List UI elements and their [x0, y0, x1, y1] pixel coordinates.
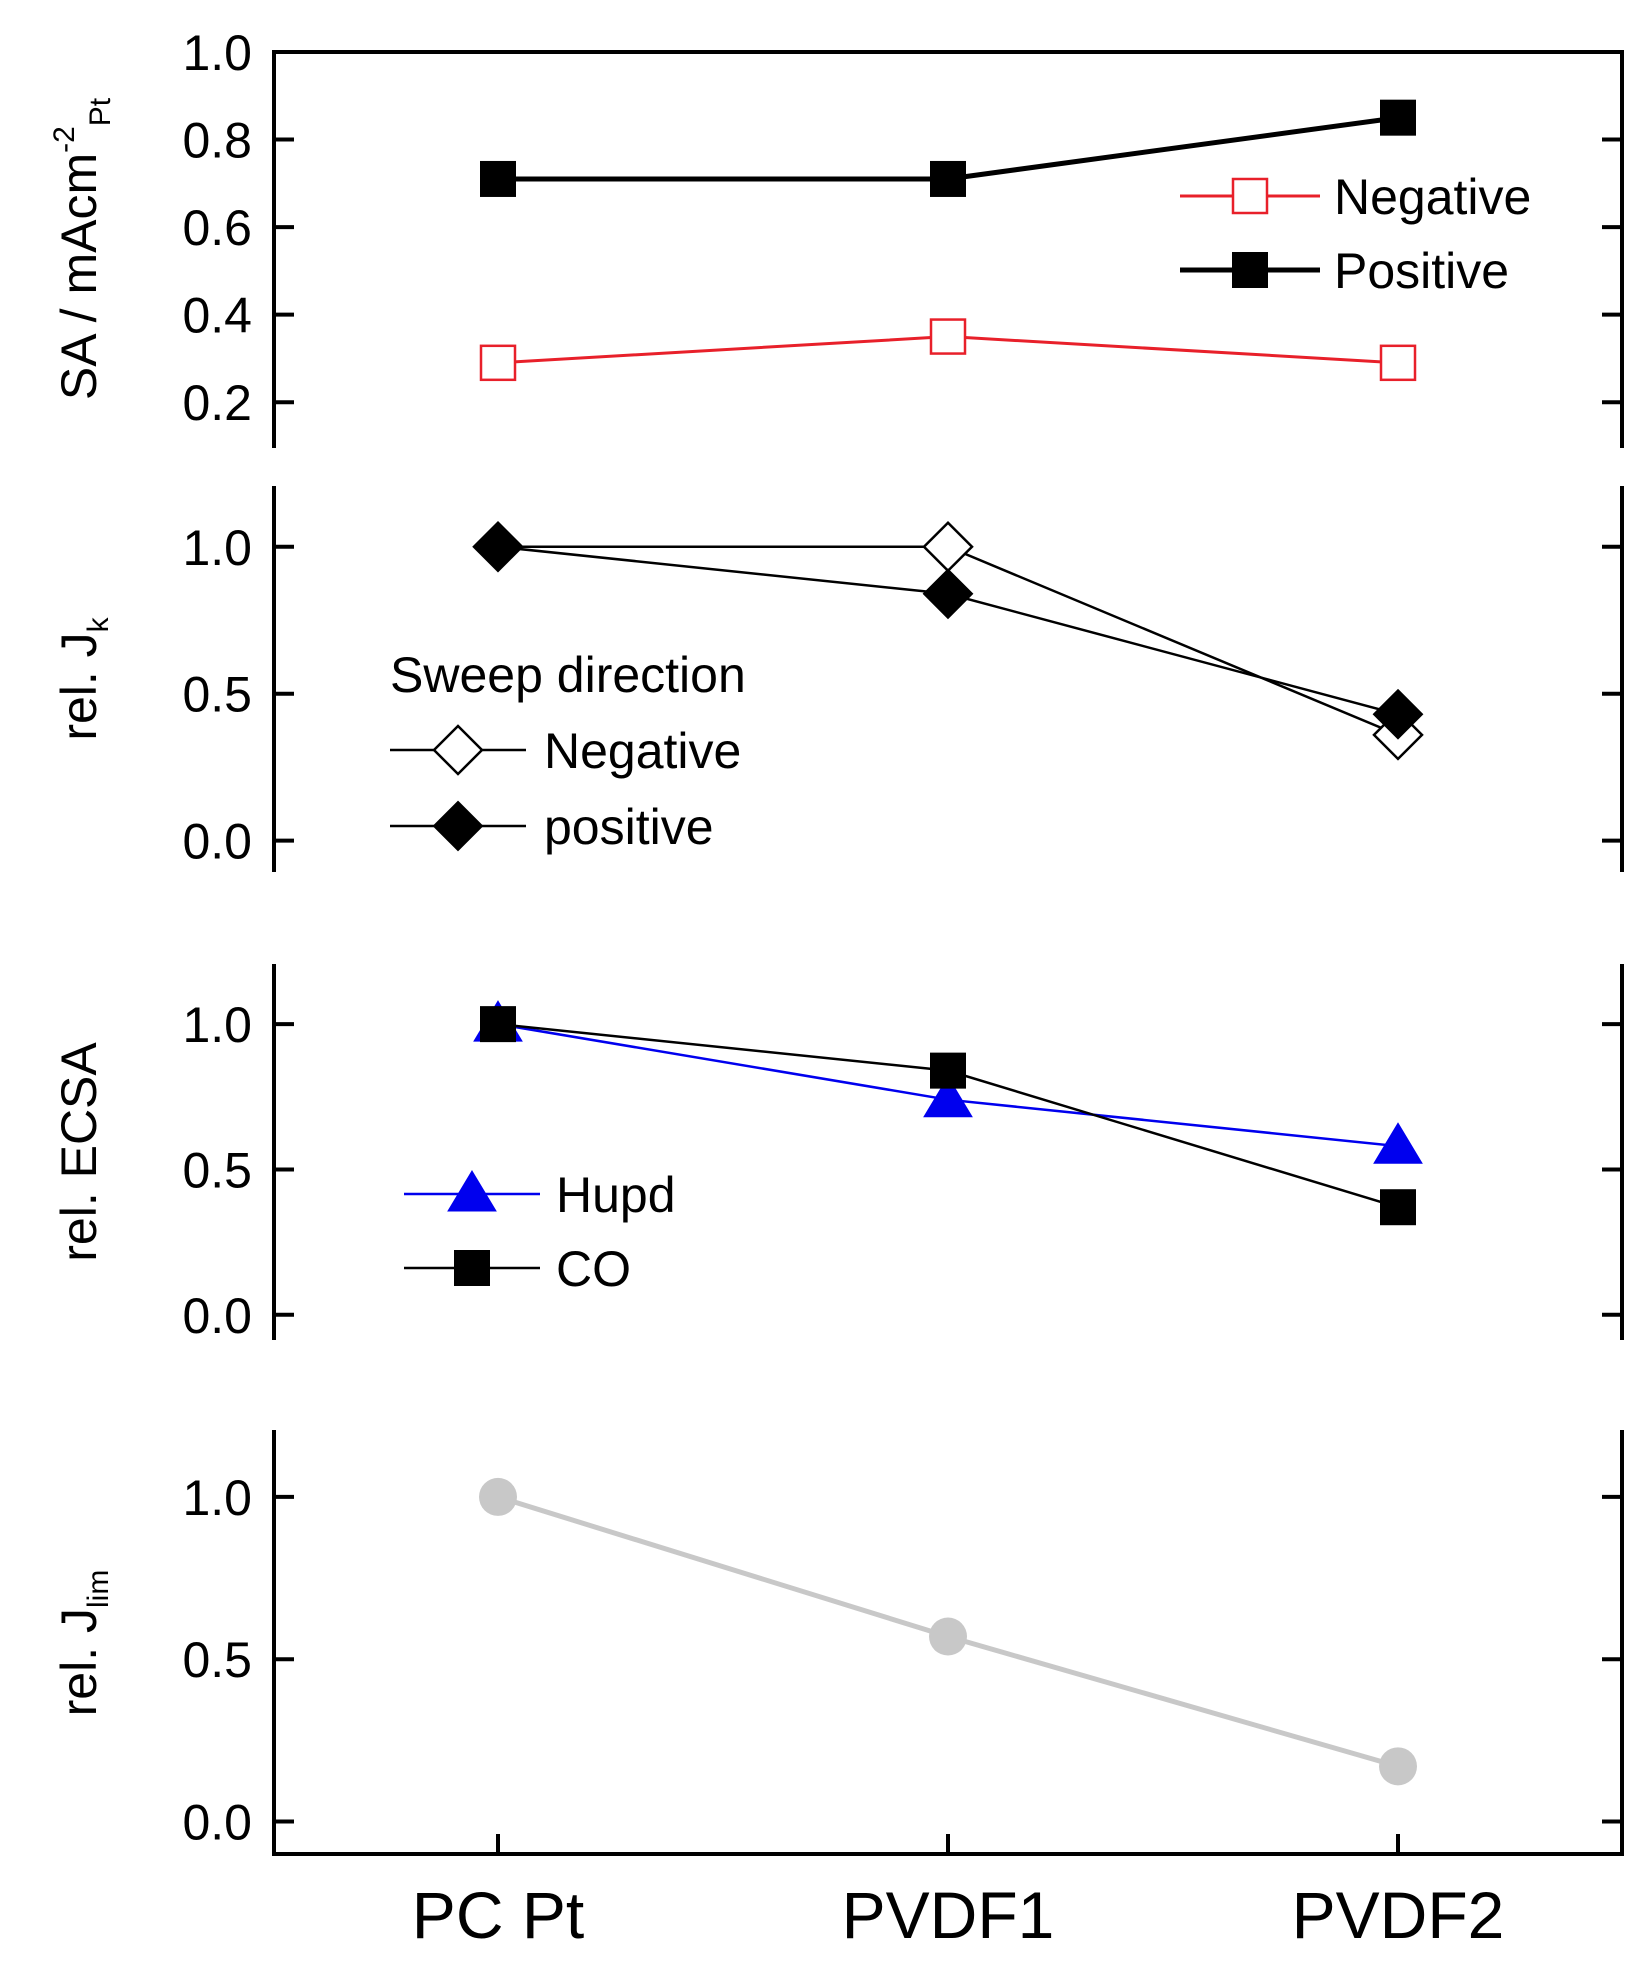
y-tick-label: 1.0 — [182, 25, 252, 81]
data-point-co — [930, 1052, 966, 1089]
legend-jk: Sweep direction Negative positive — [390, 647, 746, 855]
data-point-negative — [1379, 344, 1417, 382]
data-point-hupd — [923, 1075, 973, 1118]
y-tick-label: 0.5 — [182, 1632, 252, 1688]
y-tick-label: 1.0 — [182, 1470, 252, 1526]
y-tick-label: 0.0 — [182, 1288, 252, 1344]
data-point-positive — [930, 160, 966, 197]
data-point-hupd — [1373, 1122, 1423, 1164]
legend-label: Negative — [1334, 169, 1531, 225]
legend-title: Sweep direction — [390, 647, 746, 703]
data-point-co — [480, 1006, 516, 1043]
data-point-positive — [472, 521, 524, 573]
y-tick-label: 0.0 — [182, 1795, 252, 1851]
y-axis-label: rel. Jlim — [51, 1570, 115, 1717]
y-axis-label: rel. Jk — [51, 616, 115, 740]
y-tick-label: 0.4 — [182, 288, 252, 344]
panel-jk: 0.0 0.5 1.0 rel. Jk Sweep direction Negative p… — [51, 486, 1624, 872]
legend-marker — [432, 724, 484, 776]
y-axis-label: SA / mAcm-2Pt — [48, 97, 117, 400]
data-point-jlim — [479, 1477, 517, 1516]
panel-ecsa: 0.0 0.5 1.0 rel. ECSA Hupd CO — [51, 964, 1624, 1344]
data-point-positive — [922, 568, 974, 620]
panel-jlim: 0.0 0.5 1.0 rel. Jlim — [51, 1430, 1624, 1856]
legend-label: CO — [556, 1241, 631, 1297]
data-point-negative — [479, 344, 517, 382]
data-point-negative — [922, 521, 974, 573]
data-point-positive — [480, 160, 516, 197]
legend-label: Hupd — [556, 1167, 676, 1223]
panel-sa: 0.2 0.4 0.6 0.8 1.0 SA / mAcm-2Pt Negative Posi… — [48, 25, 1624, 448]
data-point-jlim — [929, 1617, 967, 1656]
y-tick-label: 0.5 — [182, 667, 252, 723]
y-tick-label: 0.8 — [182, 113, 252, 169]
data-point-positive — [1380, 99, 1416, 136]
legend-marker — [1231, 177, 1269, 215]
legend-marker — [447, 1170, 497, 1212]
legend-ecsa: Hupd CO — [404, 1167, 676, 1297]
data-point-co — [1380, 1189, 1416, 1226]
y-tick-label: 0.6 — [182, 200, 252, 256]
y-axis-label: rel. ECSA — [51, 1042, 107, 1262]
legend-sa: Negative Positive — [1180, 169, 1531, 299]
x-category-label: PVDF1 — [842, 1878, 1055, 1952]
legend-marker — [1232, 252, 1268, 288]
y-tick-label: 0.0 — [182, 814, 252, 870]
y-tick-label: 1.0 — [182, 997, 252, 1053]
data-point-jlim — [1379, 1747, 1417, 1786]
legend-label: Negative — [544, 723, 741, 779]
legend-label: positive — [544, 799, 714, 855]
y-tick-label: 0.2 — [182, 375, 252, 431]
legend-label: Positive — [1334, 243, 1509, 299]
data-point-negative — [929, 318, 967, 355]
x-category-label: PC Pt — [412, 1878, 584, 1952]
legend-marker — [432, 800, 484, 852]
y-tick-label: 1.0 — [182, 520, 252, 576]
data-point-positive — [1372, 688, 1424, 740]
x-category-label: PVDF2 — [1292, 1878, 1505, 1952]
y-tick-label: 0.5 — [182, 1142, 252, 1198]
legend-marker — [454, 1250, 490, 1286]
